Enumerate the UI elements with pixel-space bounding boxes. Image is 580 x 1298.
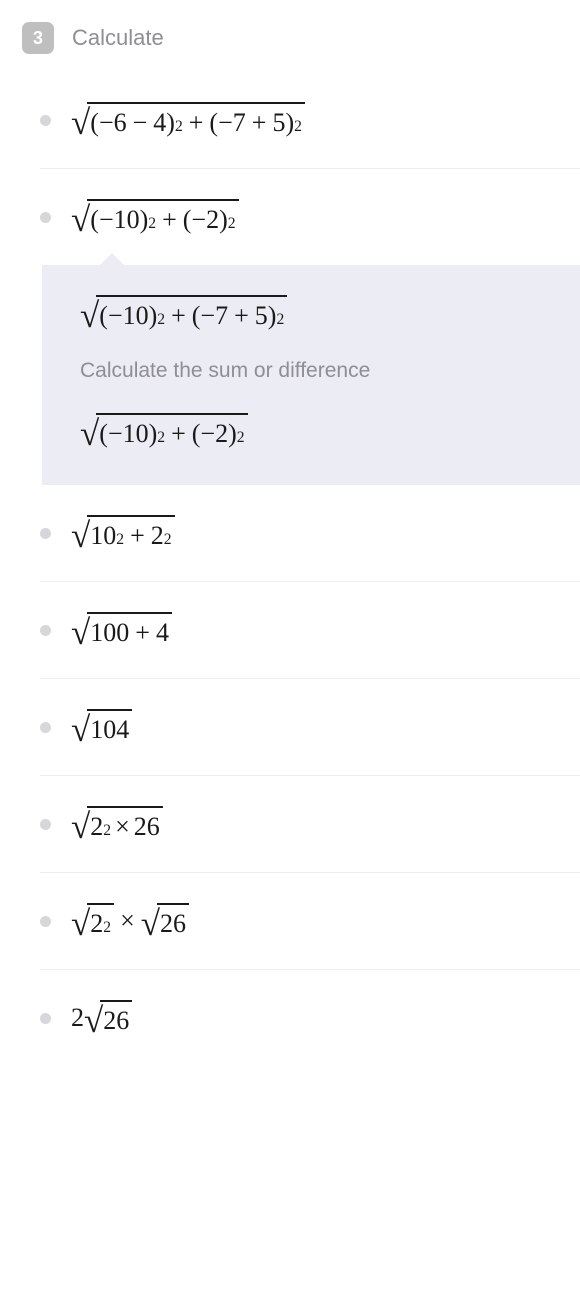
expansion-math-before: √ (−10)2+(−7+5)2: [80, 295, 560, 331]
step-item[interactable]: √ 102+22: [40, 485, 580, 582]
bullet-icon: [40, 916, 51, 927]
math-expression: √ 104: [71, 709, 132, 745]
step-item[interactable]: √ 22 × √ 26: [40, 873, 580, 970]
expansion-panel: √ (−10)2+(−7+5)2 Calculate the sum or di…: [42, 265, 580, 485]
step-header: 3 Calculate: [0, 0, 580, 72]
bullet-icon: [40, 115, 51, 126]
expansion-math-after: √ (−10)2+(−2)2: [80, 413, 560, 449]
bullet-icon: [40, 625, 51, 636]
bullet-icon: [40, 819, 51, 830]
step-item[interactable]: √ (−10)2+(−2)2: [40, 169, 580, 265]
bullet-icon: [40, 528, 51, 539]
bullet-icon: [40, 212, 51, 223]
math-expression: 2√ 26: [71, 1000, 132, 1036]
step-number-badge: 3: [22, 22, 54, 54]
math-expression: √ (−10)2+(−2)2: [71, 199, 239, 235]
steps-list: √ (−6−4)2+(−7+5)2 √ (−10)2+(−2)2 √ (−10)…: [0, 72, 580, 1066]
step-item[interactable]: √ (−6−4)2+(−7+5)2: [40, 72, 580, 169]
bullet-icon: [40, 1013, 51, 1024]
step-title: Calculate: [72, 25, 164, 51]
bullet-icon: [40, 722, 51, 733]
expansion-hint: Calculate the sum or difference: [80, 359, 560, 383]
step-item[interactable]: 2√ 26: [40, 970, 580, 1066]
step-item[interactable]: √ 100+4: [40, 582, 580, 679]
math-expression: √ 22×26: [71, 806, 163, 842]
math-expression: √ (−6−4)2+(−7+5)2: [71, 102, 305, 138]
math-expression: √ 102+22: [71, 515, 175, 551]
step-item[interactable]: √ 104: [40, 679, 580, 776]
math-expression: √ 100+4: [71, 612, 172, 648]
math-expression: √ 22 × √ 26: [71, 903, 189, 939]
step-item[interactable]: √ 22×26: [40, 776, 580, 873]
